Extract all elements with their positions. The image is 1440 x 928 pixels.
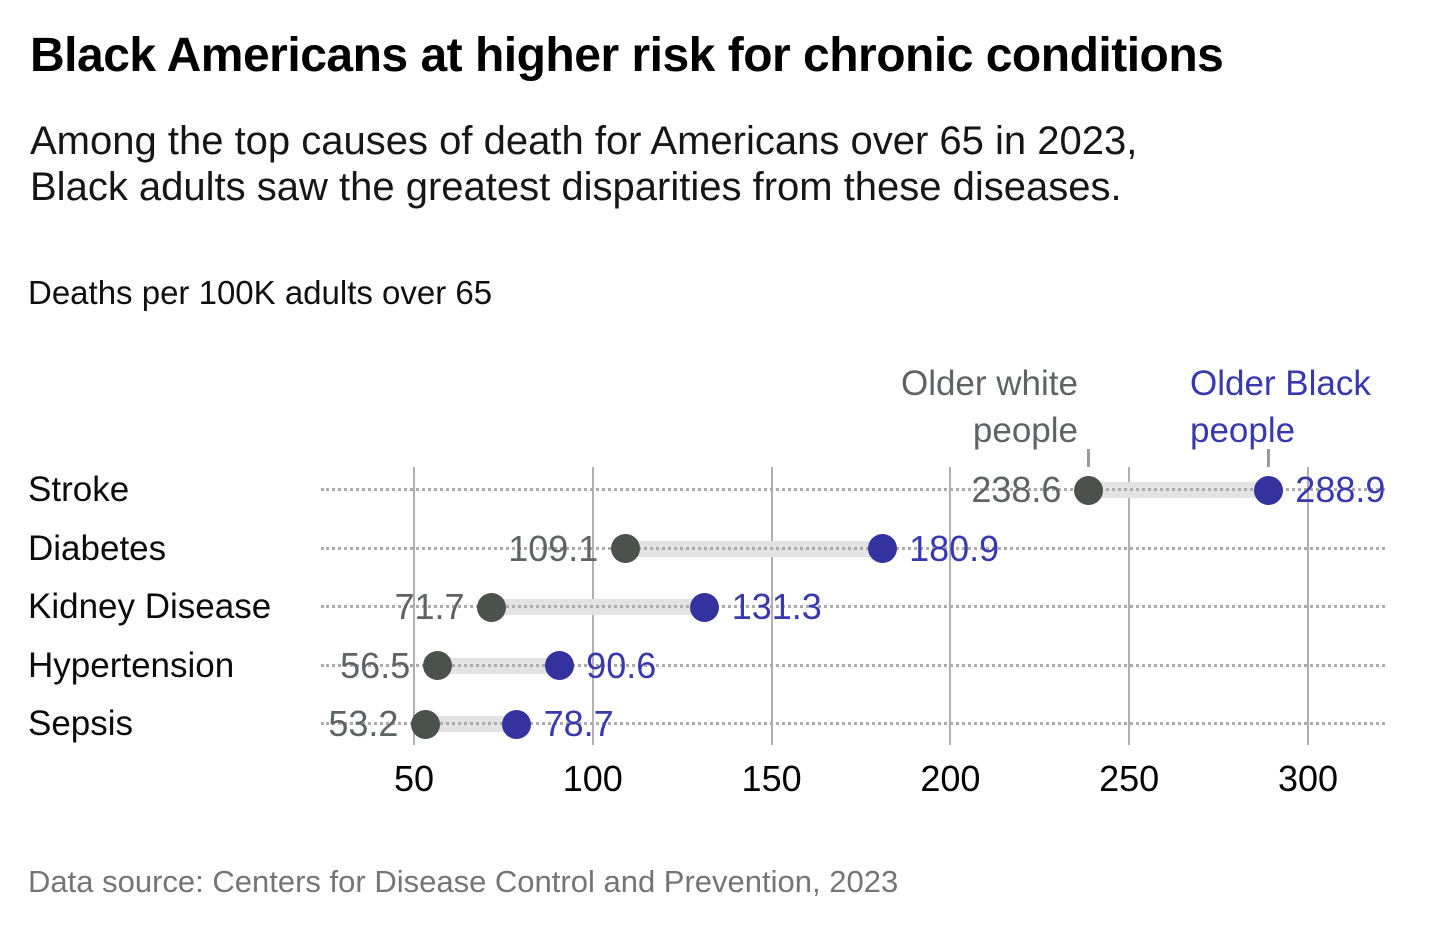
legend-black-line-2: people <box>1190 411 1296 450</box>
white-dot <box>477 592 507 622</box>
legend-white-line-2: people <box>972 411 1078 450</box>
black-value-label: 131.3 <box>731 586 822 627</box>
x-tick-label: 150 <box>741 758 802 799</box>
black-dot <box>502 709 532 739</box>
legend-pointer-black <box>1266 449 1270 467</box>
black-dot <box>867 534 897 563</box>
axis-unit-note: Deaths per 100K adults over 65 <box>28 274 493 311</box>
white-value-label: 109.1 <box>508 527 599 569</box>
legend-pointer-white <box>1086 449 1090 467</box>
white-value-label: 53.2 <box>328 703 399 744</box>
white-dot <box>410 709 440 739</box>
legend-white-line-1: Older white <box>900 364 1078 403</box>
leader-line <box>321 722 1385 725</box>
category-label: Hypertension <box>28 645 235 685</box>
category-label: Diabetes <box>28 528 167 568</box>
white-dot <box>610 534 640 563</box>
chart-subtitle: Among the top causes of death for Americ… <box>30 118 1430 210</box>
category-label: Kidney Disease <box>28 587 272 626</box>
black-value-label: 90.6 <box>586 644 657 686</box>
plot-area: Stroke 238.6 288.9 Diabetes 109.1 180.9 Kidney… <box>0 467 1440 745</box>
white-value-label: 71.7 <box>394 586 465 627</box>
white-dot <box>422 651 452 680</box>
leader-line <box>321 488 1385 491</box>
category-label: Stroke <box>28 470 130 509</box>
black-dot <box>544 651 574 680</box>
x-tick-label: 100 <box>562 758 623 799</box>
leader-line <box>321 546 1385 550</box>
x-tick-label: 200 <box>920 758 981 799</box>
x-tick-label: 50 <box>393 758 435 799</box>
black-dot <box>1253 475 1283 505</box>
chart-subtitle-line-2: Black adults saw the greatest disparitie… <box>30 165 1122 209</box>
legend-black-line-1: Older Black <box>1190 364 1371 403</box>
black-value-label: 180.9 <box>909 527 1000 569</box>
white-value-label: 238.6 <box>971 469 1062 510</box>
leader-line <box>321 663 1385 667</box>
legend-black: Older Black people <box>1190 360 1440 454</box>
category-label: Sepsis <box>28 704 134 743</box>
x-tick-label: 300 <box>1277 758 1339 799</box>
x-tick-label: 250 <box>1099 758 1160 799</box>
black-value-label: 78.7 <box>543 703 614 744</box>
legend-white: Older white people <box>744 360 1078 454</box>
black-dot <box>690 592 720 622</box>
leader-line <box>321 605 1385 608</box>
white-value-label: 56.5 <box>340 644 411 686</box>
x-axis: 50 100 150 200 250 300 <box>0 756 1440 802</box>
white-dot <box>1073 475 1103 505</box>
black-value-label: 288.9 <box>1295 469 1386 510</box>
data-source-note: Data source: Centers for Disease Control… <box>28 864 899 899</box>
chart-title: Black Americans at higher risk for chron… <box>30 29 1224 82</box>
chart-subtitle-line-1: Among the top causes of death for Americ… <box>30 119 1138 163</box>
